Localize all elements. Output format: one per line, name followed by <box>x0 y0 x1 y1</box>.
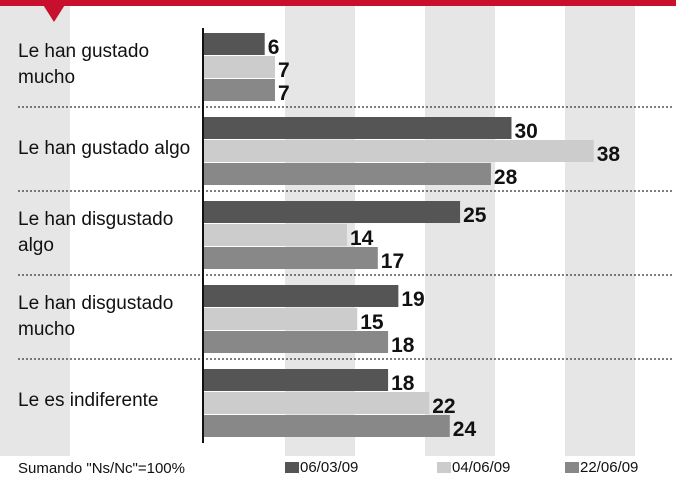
bar <box>203 201 461 223</box>
value-label: 25 <box>463 204 487 227</box>
bar <box>203 369 389 391</box>
bar <box>203 79 275 101</box>
value-label: 19 <box>401 288 424 311</box>
bar <box>203 56 275 78</box>
value-label: 30 <box>514 120 537 143</box>
stripe <box>425 6 495 456</box>
value-label: 15 <box>360 311 384 334</box>
legend-label: 22/06/09 <box>580 459 638 476</box>
value-label: 6 <box>268 36 280 59</box>
legend-swatch <box>565 462 579 473</box>
value-label: 38 <box>597 143 621 166</box>
legend-label: 06/03/09 <box>300 459 358 476</box>
bar <box>203 308 358 330</box>
legend-swatch <box>437 462 451 473</box>
bar <box>203 117 512 139</box>
top-band <box>0 0 676 6</box>
bar <box>203 415 450 437</box>
footnote: Sumando "Ns/Nc"=100% <box>18 460 185 477</box>
value-label: 24 <box>453 418 477 441</box>
category-label: Le han disgustado algo <box>18 209 174 256</box>
bar <box>203 163 491 185</box>
bar <box>203 285 399 307</box>
value-label: 18 <box>391 334 415 357</box>
bar <box>203 224 347 246</box>
bar <box>203 140 594 162</box>
legend-label: 04/06/09 <box>452 459 510 476</box>
category-label: Le han gustado mucho <box>18 41 150 88</box>
marker-triangle <box>40 0 68 22</box>
category-label: Le es indiferente <box>18 390 159 411</box>
stripe <box>0 6 70 456</box>
value-label: 28 <box>494 166 518 189</box>
value-label: 18 <box>391 372 415 395</box>
bar <box>203 33 265 55</box>
bar <box>203 331 389 353</box>
legend-swatch <box>285 462 299 473</box>
category-label: Le han disgustado mucho <box>18 293 174 340</box>
bar <box>203 392 430 414</box>
value-label: 22 <box>432 395 455 418</box>
value-label: 7 <box>278 59 290 82</box>
stripe <box>565 6 635 456</box>
value-label: 17 <box>381 250 404 273</box>
bar <box>203 247 378 269</box>
value-label: 7 <box>278 82 290 105</box>
category-label: Le han gustado algo <box>18 138 191 159</box>
value-label: 14 <box>350 227 374 250</box>
